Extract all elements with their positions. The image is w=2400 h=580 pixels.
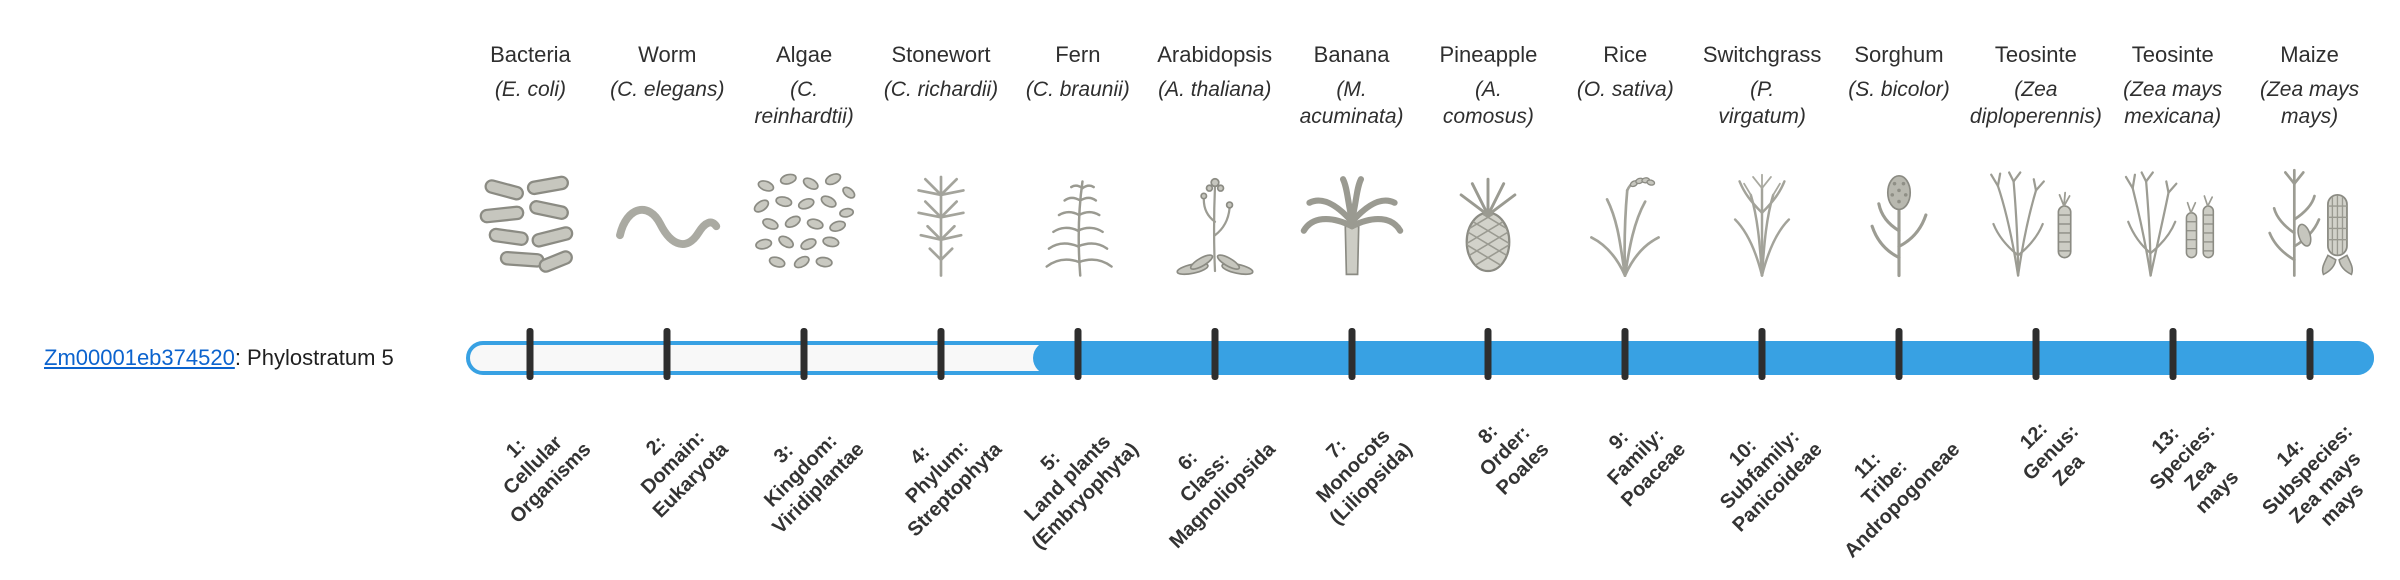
pineapple-icon bbox=[1429, 168, 1547, 280]
organism-scientific-name: (C. reinhardtii) bbox=[754, 78, 854, 129]
phylostratum-label: 12: Genus: Zea bbox=[2015, 417, 2089, 491]
phylostratum-column: Pineapple (A. comosus) 8: Order: Poales bbox=[1420, 0, 1557, 580]
phylostratum-column: Teosinte (Zea diploperennis) 12: Genus: … bbox=[1967, 0, 2104, 580]
organism-name: Bacteria bbox=[490, 42, 571, 67]
organism-scientific-name: (O. sativa) bbox=[1576, 78, 1674, 101]
organism-name: Maize bbox=[2280, 42, 2339, 67]
phylostratum-column: Stonewort (C. richardii) 4: Phylum: Stre… bbox=[873, 0, 1010, 580]
organism-name: Sorghum bbox=[1854, 42, 1944, 67]
organism-name: Stonewort bbox=[891, 42, 991, 67]
phylostratum-column: Algae (C. reinhardtii) 3: Kingdom: Virid… bbox=[736, 0, 873, 580]
phylostratum-column: Fern (C. braunii) 5: Land plants (Embryo… bbox=[1009, 0, 1146, 580]
maize-icon bbox=[2251, 168, 2369, 280]
phylostratum-label: 4: Phylum: Streptophyta bbox=[901, 436, 1006, 541]
organism-name: Worm bbox=[638, 42, 697, 67]
rice-icon bbox=[1566, 168, 1684, 280]
phylostratum-label: 8: Order: Poales bbox=[1474, 420, 1554, 500]
phylostratum-column: Arabidopsis (A. thaliana) 6: Class: Magn… bbox=[1146, 0, 1283, 580]
phylostratum-label: 1: Cellular Organisms bbox=[499, 431, 596, 528]
organism-name: Teosinte bbox=[2131, 42, 2214, 67]
phylostratum-tick bbox=[1348, 328, 1356, 380]
phylostratum-column: Maize (Zea mays mays) 14: Subspecies: Ze… bbox=[2241, 0, 2378, 580]
bacteria-icon bbox=[471, 168, 589, 280]
phylostratum-tick bbox=[2306, 328, 2314, 380]
stonewort-icon bbox=[882, 168, 1000, 280]
organism-scientific-name: (Zea diploperennis) bbox=[1969, 78, 2102, 129]
organism-name: Rice bbox=[1603, 42, 1648, 67]
phylostratum-label: 10: Subfamily: Panicoideae bbox=[1716, 426, 1827, 537]
teosinte-mexicana-icon bbox=[2114, 168, 2232, 280]
phylostratum-column: Switchgrass (P. virgatum) 10: Subfamily:… bbox=[1694, 0, 1831, 580]
phylostratum-tick bbox=[663, 328, 671, 380]
organism-name: Fern bbox=[1055, 42, 1101, 67]
phylostratum-tick bbox=[1758, 328, 1766, 380]
organism-name: Algae bbox=[775, 42, 833, 67]
organism-scientific-name: (Zea mays mexicana) bbox=[2123, 78, 2223, 129]
gene-phylostratum-text: : Phylostratum 5 bbox=[234, 345, 394, 370]
phylostratum-label: 9: Family: Poaceae bbox=[1603, 424, 1691, 512]
sorghum-icon bbox=[1840, 168, 1958, 280]
phylostratum-column: Worm (C. elegans) 2: Domain: Eukaryota bbox=[599, 0, 736, 580]
phylostratum-tick bbox=[1074, 328, 1082, 380]
phylostratum-column: Teosinte (Zea mays mexicana) 13: Species… bbox=[2104, 0, 2244, 580]
phylostratum-column: Bacteria (E. coli) 1: Cellular Organisms bbox=[462, 0, 599, 580]
organism-scientific-name: (E. coli) bbox=[494, 78, 567, 101]
phylostratum-tick bbox=[1211, 328, 1219, 380]
teosinte-diploperennis-icon bbox=[1977, 168, 2095, 280]
organism-name: Switchgrass bbox=[1702, 42, 1822, 67]
organism-name: Banana bbox=[1313, 42, 1390, 67]
organism-scientific-name: (P. virgatum) bbox=[1718, 78, 1806, 129]
phylostratum-label: 14: Subspecies: Zea mays mays bbox=[2258, 420, 2368, 531]
organism-scientific-name: (M. acuminata) bbox=[1299, 78, 1404, 129]
phylostratum-tick bbox=[526, 328, 534, 380]
phylostratum-tick bbox=[800, 328, 808, 380]
phylostratum-column: Banana (M. acuminata) 7: Monocots (Lilio… bbox=[1283, 0, 1420, 580]
banana-icon bbox=[1293, 168, 1411, 280]
organism-name: Pineapple bbox=[1439, 42, 1538, 67]
fern-icon bbox=[1019, 168, 1137, 280]
organism-scientific-name: (A. comosus) bbox=[1442, 78, 1534, 129]
phylostratum-label: 6: Class: Magnoliopsida bbox=[1164, 438, 1280, 553]
phylostratum-label: 3: Kingdom: Viridiplantae bbox=[760, 430, 869, 539]
organism-name: Arabidopsis bbox=[1157, 42, 1273, 67]
phylostratum-tick bbox=[1895, 328, 1903, 380]
organism-name: Teosinte bbox=[1994, 42, 2077, 67]
organism-scientific-name: (C. richardii) bbox=[883, 78, 999, 101]
phylostrata-bar-fill bbox=[1033, 341, 2374, 375]
phylostratum-label: 5: Land plants (Embryophyta) bbox=[1020, 431, 1143, 554]
gene-id-link[interactable]: Zm00001eb374520 bbox=[44, 345, 235, 370]
algae-icon bbox=[745, 168, 863, 280]
switchgrass-icon bbox=[1703, 168, 1821, 280]
phylostratum-label: 13: Species: Zea mays bbox=[2146, 420, 2244, 519]
gene-label: Zm00001eb374520: Phylostratum 5 bbox=[44, 345, 394, 371]
phylostratum-column: Rice (O. sativa) 9: Family: Poaceae bbox=[1557, 0, 1694, 580]
organism-scientific-name: (S. bicolor) bbox=[1848, 78, 1950, 101]
phylostratum-column: Sorghum (S. bicolor) 11: Tribe: Andropog… bbox=[1831, 0, 1968, 580]
arabidopsis-icon bbox=[1156, 168, 1274, 280]
organism-scientific-name: (A. thaliana) bbox=[1158, 78, 1272, 101]
organism-scientific-name: (C. braunii) bbox=[1025, 78, 1130, 101]
worm-icon bbox=[608, 168, 726, 280]
organism-scientific-name: (Zea mays mays) bbox=[2259, 78, 2360, 129]
phylostratum-label: 7: Monocots (Liliopsida) bbox=[1312, 425, 1417, 530]
phylostratum-tick bbox=[937, 328, 945, 380]
phylostratum-tick bbox=[1621, 328, 1629, 380]
phylostratum-label: 2: Domain: Eukaryota bbox=[636, 426, 733, 523]
phylostratum-tick bbox=[2032, 328, 2040, 380]
phylostrata-bar bbox=[466, 341, 2374, 375]
phylostrata-axis: Bacteria (E. coli) 1: Cellular Organisms… bbox=[462, 0, 2378, 580]
phylostratum-tick bbox=[1484, 328, 1492, 380]
phylostratum-tick bbox=[2169, 328, 2177, 380]
organism-scientific-name: (C. elegans) bbox=[610, 78, 725, 101]
